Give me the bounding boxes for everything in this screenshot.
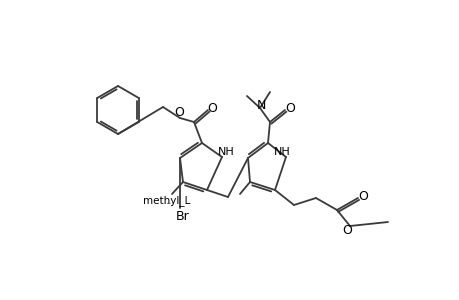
Text: Br: Br bbox=[176, 211, 190, 224]
Text: N: N bbox=[256, 98, 265, 112]
Text: NH: NH bbox=[217, 147, 234, 157]
Text: methyl: methyl bbox=[166, 202, 171, 204]
Text: NH: NH bbox=[273, 147, 290, 157]
Text: methyl_L: methyl_L bbox=[143, 196, 190, 206]
Text: O: O bbox=[285, 103, 294, 116]
Text: O: O bbox=[207, 101, 217, 115]
Text: O: O bbox=[357, 190, 367, 202]
Text: O: O bbox=[341, 224, 351, 238]
Text: O: O bbox=[174, 106, 184, 119]
